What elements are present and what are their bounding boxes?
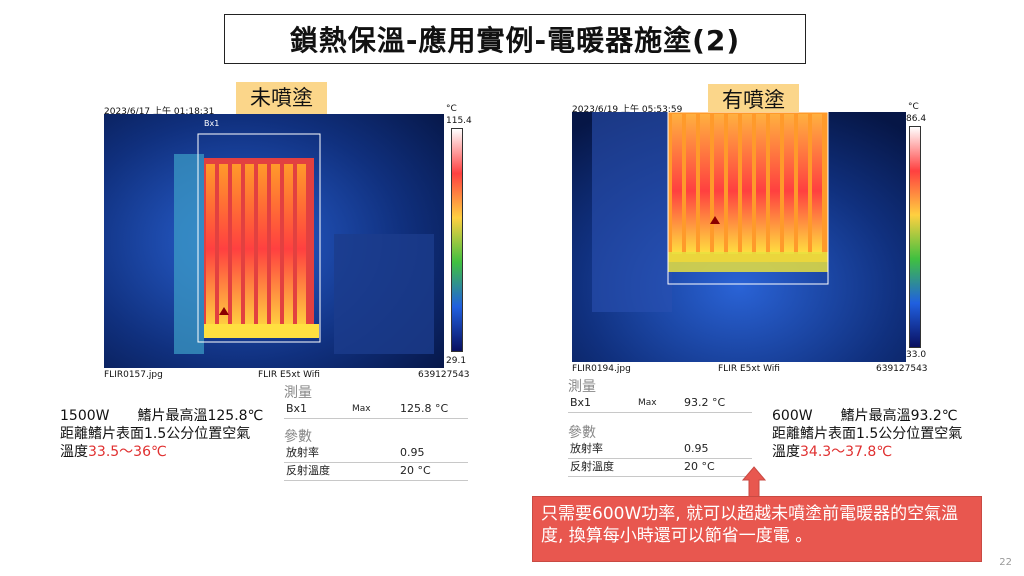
left-row-reflected-name: 反射溫度 bbox=[286, 464, 330, 477]
left-thermal-graphic: Bx1 bbox=[104, 114, 444, 368]
right-row-emissivity: 放射率 0.95 bbox=[568, 440, 752, 459]
right-desc-line2: 距離鰭片表面1.5公分位置空氣 bbox=[772, 426, 963, 442]
right-filename: FLIR0194.jpg bbox=[572, 364, 631, 374]
right-scale-max: 86.4 bbox=[906, 114, 927, 124]
left-scale-max: 115.4 bbox=[446, 116, 472, 126]
left-color-scale bbox=[451, 128, 463, 352]
left-desc-temp: 33.5～36℃ bbox=[88, 444, 167, 460]
right-measure-panel: 測量 Bx1 Max 93.2 °C 參數 放射率 0.95 反射溫度 20 °… bbox=[568, 376, 752, 477]
left-desc-line1: 1500W 鰭片最高溫125.8℃ bbox=[60, 408, 264, 424]
left-desc-prefix: 溫度 bbox=[60, 444, 88, 460]
right-row-reflected: 反射溫度 20 °C bbox=[568, 458, 752, 477]
right-param-header: 參數 bbox=[568, 425, 596, 441]
left-thermal-image: Bx1 bbox=[104, 114, 444, 368]
left-row-max-value: 125.8 °C bbox=[400, 402, 449, 415]
slide-title: 鎖熱保溫-應用實例-電暖器施塗(2) bbox=[224, 14, 806, 64]
right-row-reflected-value: 20 °C bbox=[684, 460, 715, 473]
tag-unsprayed: 未噴塗 bbox=[236, 82, 327, 114]
left-scale-min: 29.1 bbox=[446, 356, 467, 366]
left-row-reflected: 反射溫度 20 °C bbox=[284, 462, 468, 481]
right-scale-min: 33.0 bbox=[906, 350, 927, 360]
right-desc-temp: 34.3～37.8℃ bbox=[800, 444, 893, 460]
page-number: 22 bbox=[999, 557, 1012, 568]
right-row-max-name: Bx1 bbox=[570, 396, 592, 409]
right-camera: FLIR E5xt Wifi bbox=[718, 364, 780, 374]
right-desc-line3: 溫度34.3～37.8℃ bbox=[772, 443, 962, 461]
left-desc-line2: 距離鰭片表面1.5公分位置空氣 bbox=[60, 426, 251, 442]
right-timestamp: 2023/6/19 上午 05:53:59 bbox=[572, 105, 683, 115]
left-timestamp: 2023/6/17 上午 01:18:31 bbox=[104, 107, 215, 117]
right-unit: °C bbox=[908, 102, 919, 112]
right-row-max-value: 93.2 °C bbox=[684, 396, 726, 409]
tag-sprayed: 有噴塗 bbox=[708, 84, 799, 116]
callout-box: 只需要600W功率, 就可以超越未噴塗前電暖器的空氣溫度, 換算每小時還可以節省… bbox=[532, 496, 982, 562]
right-thermal-image bbox=[572, 112, 906, 362]
right-desc-line1: 600W 鰭片最高溫93.2℃ bbox=[772, 408, 958, 424]
right-row-max: Bx1 Max 93.2 °C bbox=[568, 394, 752, 413]
left-row-max-key: Max bbox=[352, 404, 371, 414]
left-param-header: 參數 bbox=[284, 429, 312, 445]
right-serial: 639127543 bbox=[876, 364, 928, 374]
right-color-scale bbox=[909, 126, 921, 348]
left-row-max-name: Bx1 bbox=[286, 402, 308, 415]
left-row-emissivity-name: 放射率 bbox=[286, 446, 319, 459]
left-row-emissivity: 放射率 0.95 bbox=[284, 444, 468, 463]
right-description: 600W 鰭片最高溫93.2℃ 距離鰭片表面1.5公分位置空氣 溫度34.3～3… bbox=[772, 407, 962, 461]
left-desc-line3: 溫度33.5～36℃ bbox=[60, 443, 263, 461]
left-serial: 639127543 bbox=[418, 370, 470, 380]
right-row-emissivity-value: 0.95 bbox=[684, 442, 709, 455]
left-row-max: Bx1 Max 125.8 °C bbox=[284, 400, 468, 419]
up-arrow-icon bbox=[742, 466, 766, 498]
left-row-emissivity-value: 0.95 bbox=[400, 446, 425, 459]
right-row-max-key: Max bbox=[638, 398, 657, 408]
right-row-reflected-name: 反射溫度 bbox=[570, 460, 614, 473]
left-row-reflected-value: 20 °C bbox=[400, 464, 431, 477]
left-measure-header: 測量 bbox=[284, 385, 312, 401]
right-thermal-graphic bbox=[572, 112, 906, 362]
left-camera: FLIR E5xt Wifi bbox=[258, 370, 320, 380]
left-box-label: Bx1 bbox=[204, 119, 219, 128]
left-filename: FLIR0157.jpg bbox=[104, 370, 163, 380]
right-measure-header: 測量 bbox=[568, 379, 596, 395]
left-description: 1500W 鰭片最高溫125.8℃ 距離鰭片表面1.5公分位置空氣 溫度33.5… bbox=[60, 407, 263, 461]
left-unit: °C bbox=[446, 104, 457, 114]
right-row-emissivity-name: 放射率 bbox=[570, 442, 603, 455]
right-desc-prefix: 溫度 bbox=[772, 444, 800, 460]
left-measure-panel: 測量 Bx1 Max 125.8 °C 參數 放射率 0.95 反射溫度 20 … bbox=[284, 382, 468, 482]
